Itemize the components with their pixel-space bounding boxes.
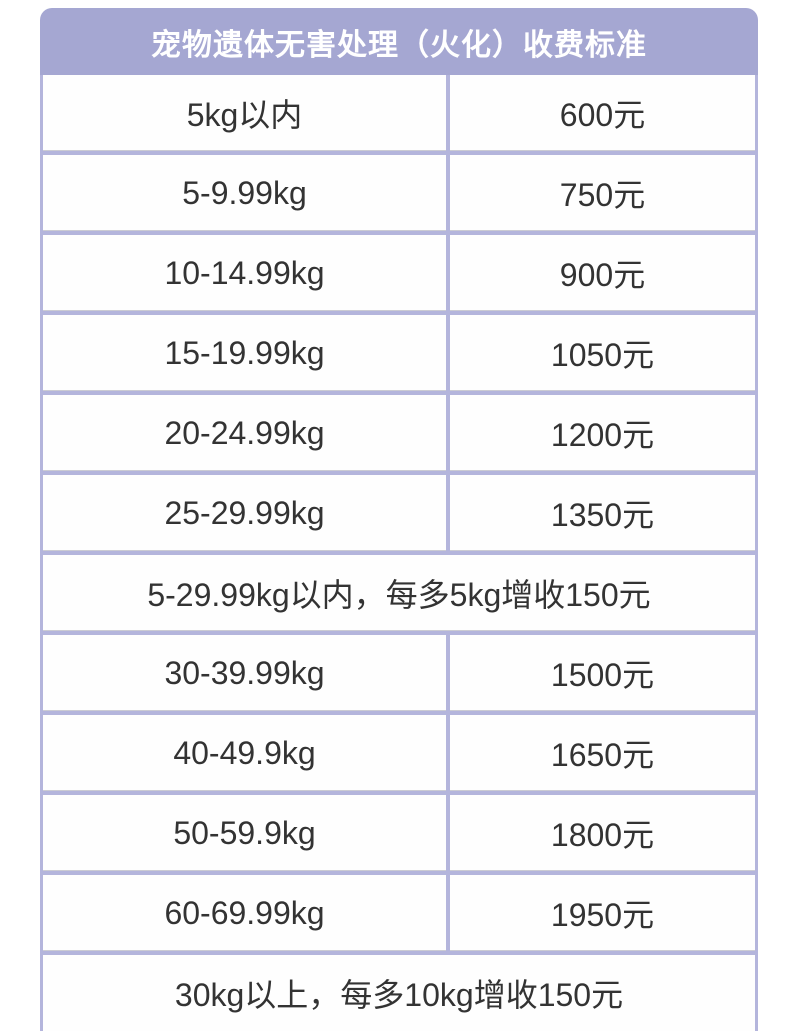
table-row: 5kg以内 600元 bbox=[43, 75, 755, 155]
price-cell: 1350元 bbox=[550, 497, 655, 533]
price-cell: 1050元 bbox=[550, 337, 655, 373]
table-row: 20-24.99kg 1200元 bbox=[43, 395, 755, 475]
weight-cell: 5-9.99kg bbox=[43, 155, 450, 231]
price-cell: 1200元 bbox=[550, 417, 655, 453]
table-row: 50-59.9kg 1800元 bbox=[43, 795, 755, 875]
table-row: 25-29.99kg 1350元 bbox=[43, 475, 755, 555]
weight-cell: 5kg以内 bbox=[43, 75, 450, 151]
weight-cell: 40-49.9kg bbox=[43, 715, 450, 791]
note-row: 5-29.99kg以内，每多5kg增收150元 bbox=[43, 555, 755, 635]
table-row: 15-19.99kg 1050元 bbox=[43, 315, 755, 395]
note-cell: 5-29.99kg以内，每多5kg增收150元 bbox=[147, 577, 651, 613]
weight-cell: 50-59.9kg bbox=[43, 795, 450, 871]
table-row: 10-14.99kg 900元 bbox=[43, 235, 755, 315]
weight-cell: 60-69.99kg bbox=[43, 875, 450, 951]
price-cell: 750元 bbox=[559, 177, 646, 213]
pet-cremation-price-table: 宠物遗体无害处理（火化）收费标准 5kg以内 600元 5-9.99kg 750… bbox=[40, 8, 758, 1031]
table-row: 5-9.99kg 750元 bbox=[43, 155, 755, 235]
weight-cell: 10-14.99kg bbox=[43, 235, 450, 311]
table-row: 30-39.99kg 1500元 bbox=[43, 635, 755, 715]
table-row: 60-69.99kg 1950元 bbox=[43, 875, 755, 955]
note-row: 30kg以上，每多10kg增收150元 bbox=[43, 955, 755, 1031]
weight-cell: 15-19.99kg bbox=[43, 315, 450, 391]
table-title: 宠物遗体无害处理（火化）收费标准 bbox=[40, 8, 758, 75]
price-cell: 1950元 bbox=[550, 897, 655, 933]
price-cell: 600元 bbox=[559, 97, 646, 133]
table-body: 5kg以内 600元 5-9.99kg 750元 10-14.99kg 900元… bbox=[40, 75, 758, 1031]
weight-cell: 20-24.99kg bbox=[43, 395, 450, 471]
price-cell: 900元 bbox=[559, 257, 646, 293]
table-row: 40-49.9kg 1650元 bbox=[43, 715, 755, 795]
price-cell: 1800元 bbox=[550, 817, 655, 853]
price-cell: 1650元 bbox=[550, 737, 655, 773]
note-cell: 30kg以上，每多10kg增收150元 bbox=[174, 977, 624, 1013]
weight-cell: 30-39.99kg bbox=[43, 635, 450, 711]
price-cell: 1500元 bbox=[550, 657, 655, 693]
weight-cell: 25-29.99kg bbox=[43, 475, 450, 551]
